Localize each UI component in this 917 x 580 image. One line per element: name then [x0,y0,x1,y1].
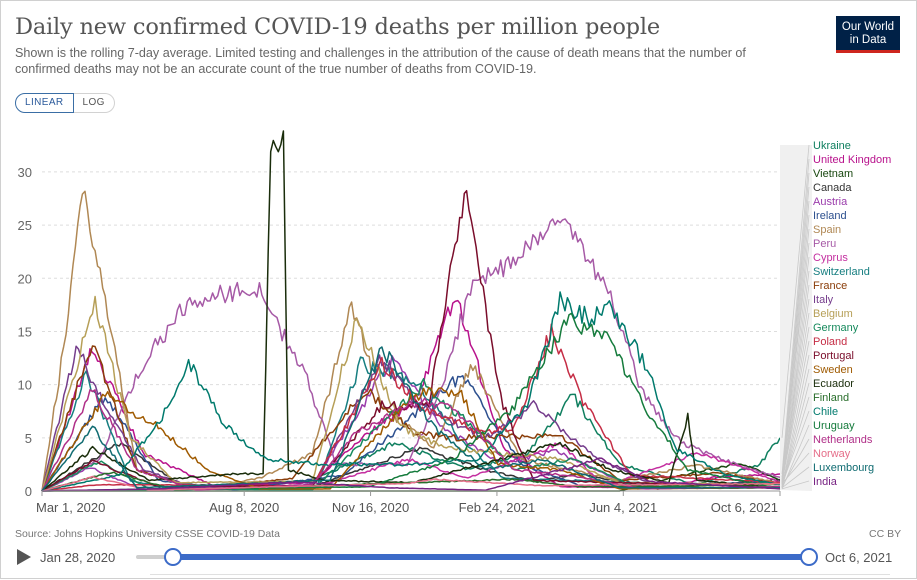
legend-connector [781,340,810,483]
legend-item-switzerland[interactable]: Switzerland [813,266,870,278]
chart-subtitle: Shown is the rolling 7-day average. Limi… [15,46,746,76]
license-label[interactable]: CC BY [869,528,902,540]
y-tick-label: 20 [18,271,32,286]
legend-item-peru[interactable]: Peru [813,238,836,250]
timeline-start-handle[interactable] [164,548,182,566]
legend-item-luxembourg[interactable]: Luxembourg [813,462,874,474]
y-tick-label: 25 [18,218,32,233]
legend-connector [781,368,810,488]
legend-item-italy[interactable]: Italy [813,294,834,306]
x-tick-label: Oct 6, 2021 [711,500,778,515]
timeline-end-handle[interactable] [800,548,818,566]
legend-connector [781,158,810,475]
series-line-peru[interactable] [41,218,781,492]
legend-item-sweden[interactable]: Sweden [813,364,853,376]
chart-title: Daily new confirmed COVID-19 deaths per … [15,14,660,40]
timeline-start-label: Jan 28, 2020 [40,550,116,565]
legend-connector [781,326,810,483]
series-line-portugal[interactable] [41,189,781,492]
tab-bar [150,574,890,580]
series-lines [41,130,781,492]
legend-item-cyprus[interactable]: Cyprus [813,252,848,264]
y-tick-label: 15 [18,324,32,339]
legend-connector [781,410,810,485]
legend-connector [781,144,810,438]
y-tick-label: 5 [25,431,32,446]
legend-item-finland[interactable]: Finland [813,392,849,404]
legend-item-norway[interactable]: Norway [813,448,851,460]
x-tick-label: Nov 16, 2020 [332,500,409,515]
legend-connector [781,382,810,488]
source-note[interactable]: Source: Johns Hopkins University CSSE CO… [15,528,280,540]
legend-connector [781,480,810,490]
legend-item-uruguay[interactable]: Uruguay [813,420,855,432]
legend-connector [781,466,810,489]
legend: Ukraine United Kingdom Vietnam Canada Austri… [780,140,891,491]
series-line-poland[interactable] [41,323,781,492]
series-line-spain[interactable] [41,190,781,492]
legend-item-chile[interactable]: Chile [813,406,838,418]
legend-item-united-kingdom[interactable]: United Kingdom [813,154,891,166]
x-tick-label: Feb 24, 2021 [459,500,536,515]
legend-item-india[interactable]: India [813,476,838,488]
linear-scale-button[interactable]: LINEAR [15,93,74,113]
legend-item-austria[interactable]: Austria [813,196,848,208]
legend-item-ireland[interactable]: Ireland [813,210,847,222]
legend-connector [781,256,810,483]
x-tick-label: Mar 1, 2020 [36,500,105,515]
legend-item-portugal[interactable]: Portugal [813,350,854,362]
logo-accent-bar [836,50,900,53]
grid [42,171,780,439]
series-line-india[interactable] [42,457,781,492]
x-tick-label: Jun 4, 2021 [589,500,657,515]
legend-item-france[interactable]: France [813,280,847,292]
legend-item-ecuador[interactable]: Ecuador [813,378,854,390]
logo-line-1: Our World [841,21,895,33]
series-line-ecuador[interactable] [41,130,780,492]
series-line-norway[interactable] [41,475,780,492]
legend-connector [781,452,810,484]
legend-connector [781,242,810,478]
scale-toggle: LINEAR LOG [15,93,115,113]
legend-item-ukraine[interactable]: Ukraine [813,140,851,152]
legend-item-poland[interactable]: Poland [813,336,847,348]
legend-item-canada[interactable]: Canada [813,182,852,194]
series-line-chile[interactable] [41,291,781,492]
timeline-end-label: Oct 6, 2021 [825,550,893,565]
logo-line-2: in Data [849,33,887,46]
legend-connector [781,354,810,487]
timeline-selected-range [172,554,808,560]
y-tick-label: 30 [18,165,32,180]
legend-item-germany[interactable]: Germany [813,322,859,334]
log-scale-button[interactable]: LOG [73,93,115,113]
owid-logo[interactable]: Our World in Data [836,16,900,53]
legend-connector [781,298,810,484]
x-tick-label: Aug 8, 2020 [209,500,279,515]
legend-item-belgium[interactable]: Belgium [813,308,853,320]
series-line-luxembourg[interactable] [41,346,781,492]
play-icon[interactable] [17,549,31,565]
legend-item-netherlands[interactable]: Netherlands [813,434,873,446]
legend-item-spain[interactable]: Spain [813,224,841,236]
legend-item-vietnam[interactable]: Vietnam [813,168,853,180]
y-tick-label: 10 [18,378,32,393]
y-tick-label: 0 [25,484,32,499]
axes: 0 5 10 15 20 25 30 Mar 1, 2020 Aug 8, 2020 Nov 16… [18,165,781,515]
